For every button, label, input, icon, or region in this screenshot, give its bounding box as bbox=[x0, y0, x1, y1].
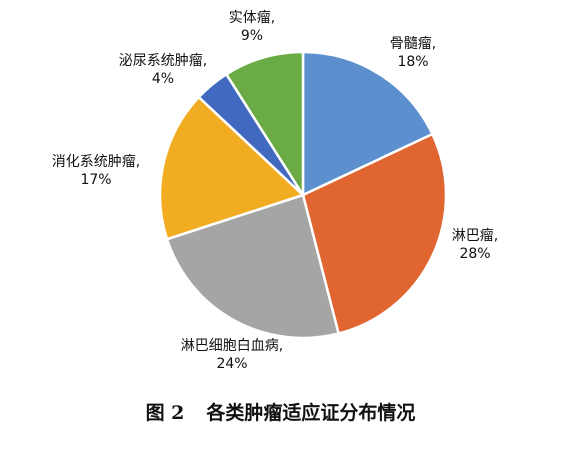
pie-chart: 骨髓瘤, 18% 淋巴瘤, 28% 淋巴细胞白血病, 24% 消化系统肿瘤, 17% 泌尿系统肿… bbox=[52, 9, 498, 372]
slice-value-solid: 9% bbox=[241, 28, 263, 44]
figure-number: 图 2 bbox=[145, 402, 185, 424]
slice-value-urinary: 4% bbox=[152, 71, 174, 87]
pie-slice-leukemia bbox=[165, 193, 341, 340]
figure-title: 各类肿瘤适应证分布情况 bbox=[206, 402, 416, 424]
slice-value-myeloma: 18% bbox=[397, 54, 428, 70]
slice-value-leukemia: 24% bbox=[216, 356, 247, 372]
slice-value-digestive: 17% bbox=[80, 172, 111, 188]
pie-slice-myeloma bbox=[301, 50, 435, 197]
slice-label-digestive: 消化系统肿瘤, bbox=[52, 153, 140, 170]
figure-caption: 图 2 各类肿瘤适应证分布情况 bbox=[0, 398, 561, 425]
slice-label-lymphoma: 淋巴瘤, bbox=[452, 227, 498, 244]
slice-label-urinary: 泌尿系统肿瘤, bbox=[119, 52, 207, 69]
slice-label-solid: 实体瘤, bbox=[229, 9, 275, 26]
slice-label-myeloma: 骨髓瘤, bbox=[390, 35, 436, 52]
slice-label-leukemia: 淋巴细胞白血病, bbox=[181, 338, 283, 354]
pie-slice-solid bbox=[224, 50, 305, 200]
pie-slice-lymphoma bbox=[301, 132, 448, 336]
slice-value-lymphoma: 28% bbox=[459, 246, 490, 262]
pie-slice-digestive bbox=[158, 95, 306, 241]
